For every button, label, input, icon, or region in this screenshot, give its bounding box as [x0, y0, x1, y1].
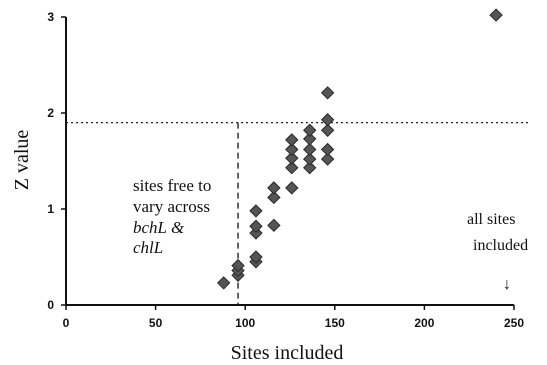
data-point [249, 250, 263, 264]
annotation-free-line4: chlL [133, 238, 163, 257]
axes: 0 50 100 150 200 250 0 1 2 3 [47, 10, 524, 330]
x-axis-title: Sites included [231, 342, 344, 364]
x-tick-label: 100 [235, 316, 255, 330]
annotation-free-line1: sites free to [133, 176, 211, 195]
data-point [320, 113, 335, 127]
data-point [303, 123, 317, 137]
data-point [489, 8, 503, 22]
data-point [249, 226, 263, 240]
data-point [231, 258, 245, 273]
data-point [249, 219, 263, 233]
data-point [285, 181, 299, 195]
data-point [249, 204, 263, 218]
data-point [303, 132, 317, 146]
data-point [303, 142, 317, 157]
x-tick-label: 200 [414, 316, 434, 330]
x-tick-label: 0 [63, 316, 70, 330]
x-tick-label: 250 [504, 316, 524, 330]
x-tick-label: 50 [149, 316, 163, 330]
y-tick-label: 2 [47, 106, 54, 120]
data-points [216, 8, 503, 290]
annotation-all-sites: all sites included ↓ [467, 211, 528, 293]
annotation-free-line2: vary across [133, 197, 210, 216]
y-tick-label: 1 [47, 202, 54, 216]
y-axis-title: Z value [11, 130, 33, 191]
data-point [320, 86, 335, 100]
data-point [303, 161, 317, 175]
annotation-down-arrow: ↓ [503, 276, 511, 293]
y-tick-label: 3 [47, 10, 54, 24]
data-point [267, 181, 281, 195]
annotation-free-sites: sites free to vary across bchL & chlL [133, 176, 211, 257]
annotation-all-line2: included [473, 237, 528, 254]
data-point [320, 123, 335, 137]
data-point [285, 142, 299, 157]
data-point [267, 190, 281, 205]
x-tick-label: 150 [325, 316, 345, 330]
annotation-free-line3: bchL & [133, 218, 185, 237]
data-point [320, 152, 335, 166]
annotation-all-line1: all sites [467, 211, 515, 228]
y-tick-label: 0 [47, 298, 54, 312]
data-point [303, 152, 317, 166]
data-point [285, 133, 299, 147]
data-point [285, 151, 299, 165]
data-point [285, 161, 299, 175]
data-point [216, 276, 231, 290]
data-point [267, 218, 281, 233]
data-point [320, 142, 335, 157]
